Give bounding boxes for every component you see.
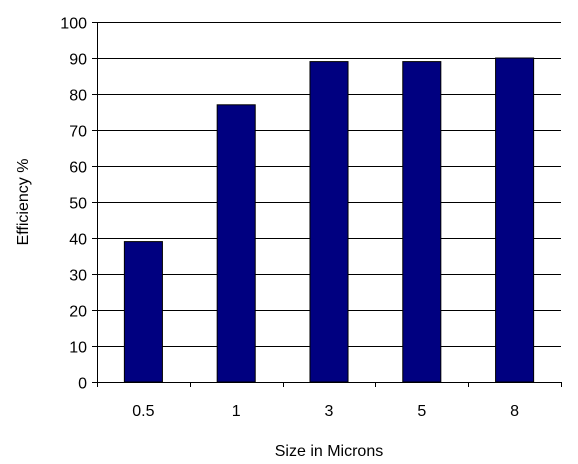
y-tick-label-60: 60: [69, 160, 87, 177]
y-tick-label-70: 70: [69, 124, 87, 141]
x-tick-label-8: 8: [510, 403, 519, 420]
bars: [123, 57, 535, 383]
y-tick-label-0: 0: [78, 376, 87, 393]
bar-0.5: [123, 241, 163, 383]
y-tick-label-50: 50: [69, 196, 87, 213]
x-tick-label-3: 3: [325, 403, 334, 420]
axes: [92, 22, 562, 387]
y-tick-label-20: 20: [69, 304, 87, 321]
y-tick-label-40: 40: [69, 232, 87, 249]
bar-3: [309, 61, 349, 383]
x-tick-label-5: 5: [417, 403, 426, 420]
bar-1: [216, 104, 256, 383]
x-tick-label-1: 1: [232, 403, 241, 420]
y-tick-label-30: 30: [69, 268, 87, 285]
y-tick-label-100: 100: [60, 16, 87, 33]
y-tick-labels: 0 10 20 30 40 50 60 70 80 90 100: [60, 16, 87, 393]
y-tick-label-80: 80: [69, 88, 87, 105]
y-tick-label-90: 90: [69, 52, 87, 69]
y-axis-title: Efficiency %: [15, 159, 32, 246]
y-tick-label-10: 10: [69, 340, 87, 357]
x-tick-label-0.5: 0.5: [132, 403, 154, 420]
bar-5: [402, 61, 442, 383]
bar-8: [495, 57, 535, 383]
x-axis-title: Size in Microns: [275, 443, 383, 460]
x-tick-labels: 0.5 1 3 5 8: [132, 403, 519, 420]
